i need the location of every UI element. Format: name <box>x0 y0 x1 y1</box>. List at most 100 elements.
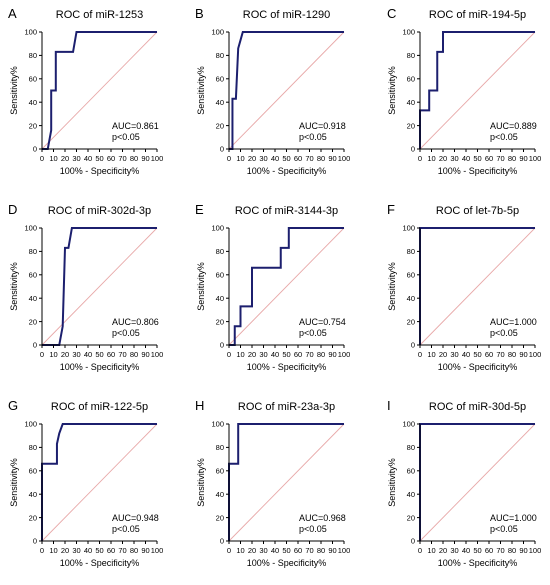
auc-annotation: AUC=1.000 <box>490 317 537 327</box>
x-tick-label: 100 <box>529 154 542 163</box>
x-tick-label: 20 <box>248 154 256 163</box>
chart-title: ROC of miR-23a-3p <box>238 401 335 413</box>
x-tick-label: 40 <box>271 546 279 555</box>
chart-title: ROC of let-7b-5p <box>436 205 519 217</box>
y-axis-label: Sensitivity% <box>387 66 397 115</box>
x-tick-label: 20 <box>248 350 256 359</box>
x-tick-label: 10 <box>49 546 57 555</box>
x-tick-label: 30 <box>259 546 267 555</box>
x-tick-label: 20 <box>61 546 69 555</box>
y-tick-label: 80 <box>216 247 224 256</box>
y-tick-label: 80 <box>29 247 37 256</box>
x-tick-label: 60 <box>485 350 493 359</box>
x-axis-label: 100% - Specificity% <box>438 166 518 176</box>
x-tick-label: 20 <box>248 546 256 555</box>
x-tick-label: 70 <box>305 546 313 555</box>
x-tick-label: 40 <box>271 350 279 359</box>
x-tick-label: 60 <box>107 546 115 555</box>
x-tick-label: 50 <box>95 546 103 555</box>
y-tick-label: 40 <box>216 98 224 107</box>
y-tick-label: 40 <box>407 98 415 107</box>
x-tick-label: 70 <box>496 350 504 359</box>
y-tick-label: 40 <box>407 490 415 499</box>
y-tick-label: 40 <box>29 490 37 499</box>
x-tick-label: 20 <box>439 350 447 359</box>
y-tick-label: 80 <box>407 443 415 452</box>
x-tick-label: 90 <box>328 546 336 555</box>
x-tick-label: 10 <box>49 154 57 163</box>
panel-label: F <box>387 202 395 217</box>
y-tick-label: 0 <box>220 341 224 350</box>
y-tick-label: 100 <box>211 28 224 37</box>
panel-label: A <box>8 6 17 21</box>
y-tick-label: 20 <box>29 513 37 522</box>
y-tick-label: 100 <box>211 420 224 429</box>
x-tick-label: 80 <box>130 350 138 359</box>
x-tick-label: 90 <box>328 154 336 163</box>
y-tick-label: 60 <box>216 75 224 84</box>
y-tick-label: 80 <box>407 247 415 256</box>
x-tick-label: 100 <box>529 546 542 555</box>
x-tick-label: 50 <box>473 154 481 163</box>
x-tick-label: 90 <box>519 546 527 555</box>
x-tick-label: 70 <box>496 154 504 163</box>
auc-annotation: AUC=0.754 <box>299 317 346 327</box>
x-tick-label: 50 <box>95 350 103 359</box>
auc-annotation: AUC=1.000 <box>490 513 537 523</box>
x-tick-label: 70 <box>118 154 126 163</box>
x-tick-label: 30 <box>259 350 267 359</box>
chart-title: ROC of miR-1253 <box>56 9 143 21</box>
x-tick-label: 100 <box>151 350 164 359</box>
y-tick-label: 20 <box>216 513 224 522</box>
x-axis-label: 100% - Specificity% <box>247 558 327 568</box>
y-tick-label: 20 <box>216 317 224 326</box>
y-tick-label: 100 <box>24 224 37 233</box>
x-tick-label: 70 <box>305 350 313 359</box>
x-tick-label: 90 <box>141 350 149 359</box>
y-axis-label: Sensitivity% <box>196 66 206 115</box>
x-tick-label: 80 <box>508 154 516 163</box>
x-tick-label: 20 <box>61 350 69 359</box>
x-tick-label: 50 <box>282 546 290 555</box>
y-axis-label: Sensitivity% <box>387 458 397 507</box>
x-axis-label: 100% - Specificity% <box>247 166 327 176</box>
x-tick-label: 10 <box>236 546 244 555</box>
y-tick-label: 40 <box>216 294 224 303</box>
x-tick-label: 70 <box>496 546 504 555</box>
auc-annotation: AUC=0.968 <box>299 513 346 523</box>
panel-label: E <box>195 202 204 217</box>
x-tick-label: 50 <box>473 350 481 359</box>
x-tick-label: 40 <box>84 154 92 163</box>
y-tick-label: 80 <box>216 443 224 452</box>
x-tick-label: 30 <box>450 350 458 359</box>
y-tick-label: 60 <box>29 75 37 84</box>
x-tick-label: 20 <box>439 546 447 555</box>
x-tick-label: 80 <box>317 546 325 555</box>
auc-annotation: AUC=0.806 <box>112 317 159 327</box>
y-tick-label: 60 <box>216 271 224 280</box>
x-tick-label: 100 <box>151 546 164 555</box>
x-tick-label: 90 <box>328 350 336 359</box>
x-tick-label: 0 <box>40 350 44 359</box>
reference-diagonal <box>419 423 536 542</box>
y-tick-label: 60 <box>29 271 37 280</box>
x-tick-label: 100 <box>151 154 164 163</box>
chart-panel-h: H ROC of miR-23a-3p0 10 20 30 40 50 60 70 80 90 100… <box>195 398 350 568</box>
p-value-annotation: p<0.05 <box>490 524 518 534</box>
p-value-annotation: p<0.05 <box>112 132 140 142</box>
x-tick-label: 30 <box>72 546 80 555</box>
reference-diagonal <box>228 227 345 346</box>
x-tick-label: 60 <box>107 154 115 163</box>
x-tick-label: 40 <box>271 154 279 163</box>
auc-annotation: AUC=0.861 <box>112 121 159 131</box>
auc-annotation: AUC=0.889 <box>490 121 537 131</box>
roc-curve-line <box>419 31 535 149</box>
reference-diagonal <box>228 423 345 542</box>
y-axis-label: Sensitivity% <box>9 458 19 507</box>
x-tick-label: 60 <box>294 154 302 163</box>
x-tick-label: 60 <box>485 154 493 163</box>
x-tick-label: 50 <box>473 546 481 555</box>
y-tick-label: 0 <box>220 145 224 154</box>
x-tick-label: 100 <box>529 350 542 359</box>
